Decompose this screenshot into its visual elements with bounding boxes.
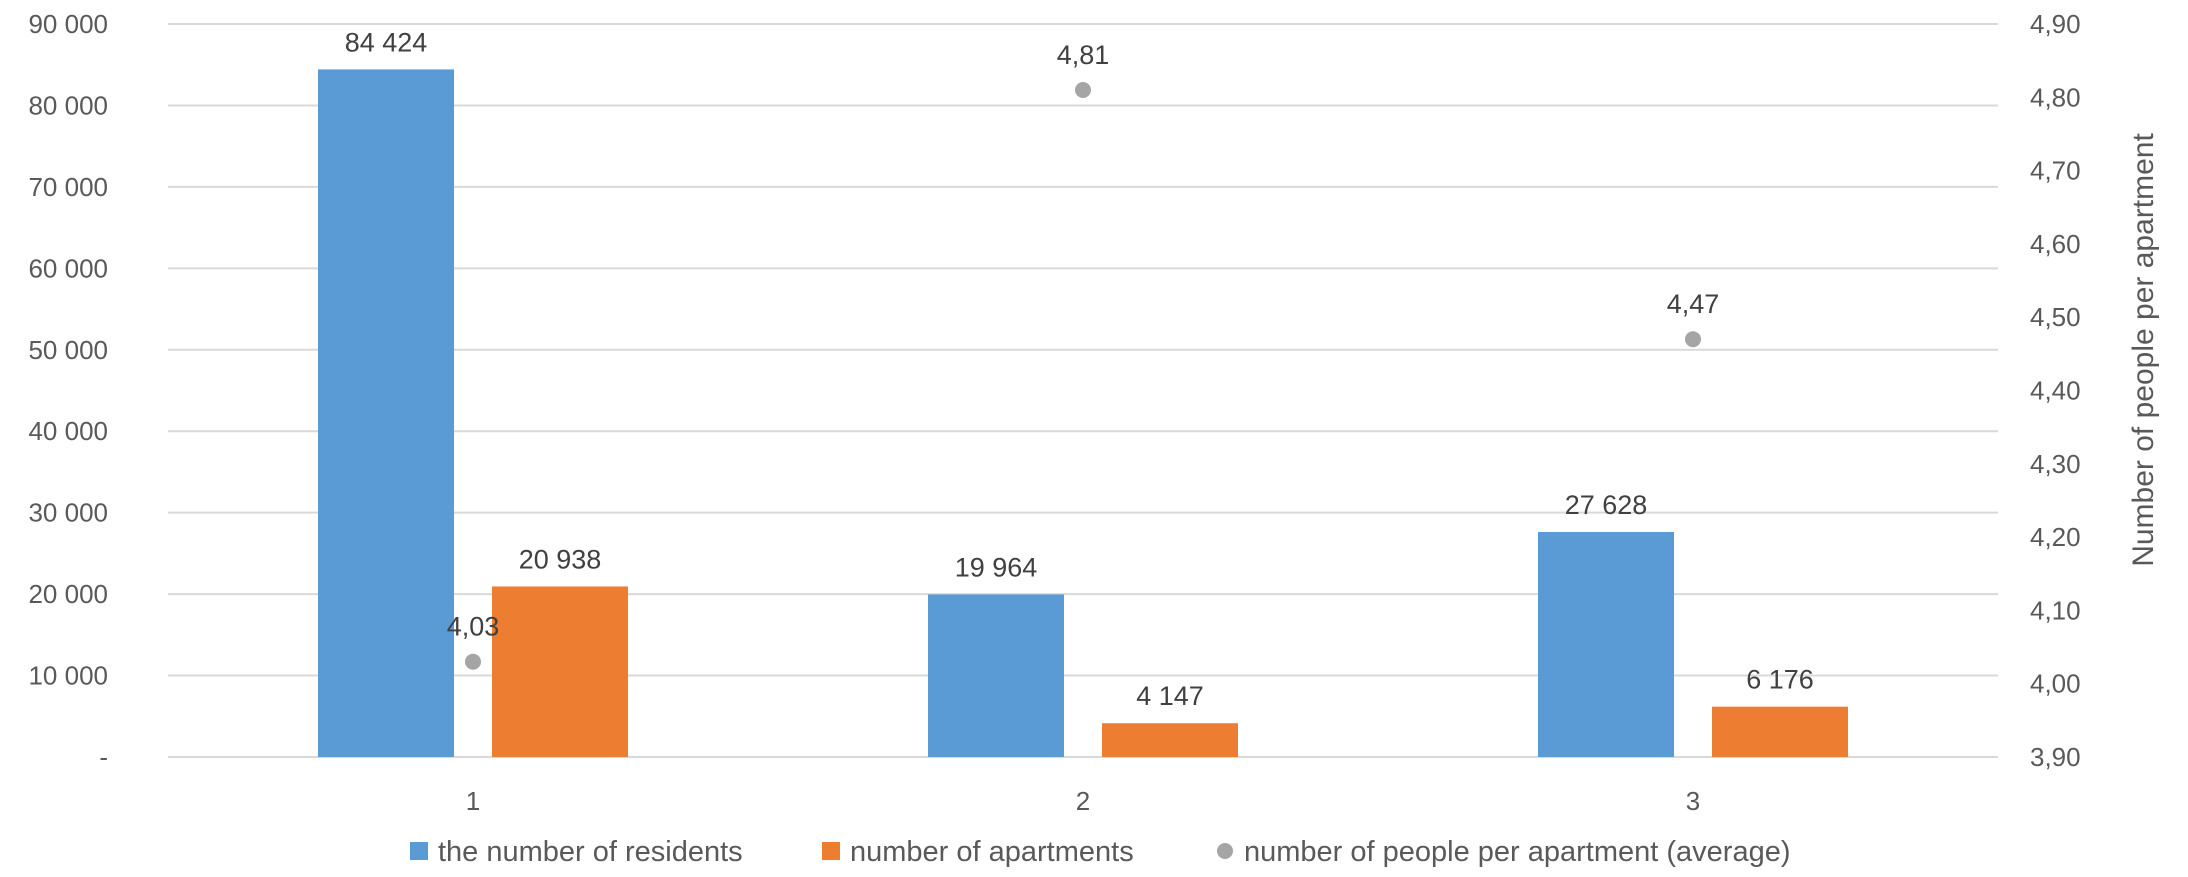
x-tick-label: 3 xyxy=(1686,786,1700,816)
bar-data-label: 27 628 xyxy=(1565,490,1648,520)
bars xyxy=(318,69,1848,757)
left-tick-label: 10 000 xyxy=(28,661,108,691)
left-tick-label: 40 000 xyxy=(28,416,108,446)
bar-data-label: 6 176 xyxy=(1746,665,1814,695)
scatter-point xyxy=(465,653,481,670)
right-tick-label: 4,00 xyxy=(2030,669,2081,699)
right-tick-label: 4,20 xyxy=(2030,522,2081,552)
bar-data-label: 19 964 xyxy=(955,552,1038,582)
right-tick-label: 4,90 xyxy=(2030,9,2081,39)
right-tick-label: 4,50 xyxy=(2030,302,2081,332)
x-tick-label: 2 xyxy=(1076,786,1090,816)
right-tick-label: 4,10 xyxy=(2030,595,2081,625)
legend-swatch xyxy=(822,842,840,860)
point-data-label: 4,03 xyxy=(447,612,500,642)
legend: the number of residents number of apartme… xyxy=(410,836,1790,868)
left-tick-label: 70 000 xyxy=(28,172,108,202)
left-tick-label: 60 000 xyxy=(28,253,108,283)
x-tick-label: 1 xyxy=(466,786,480,816)
right-tick-label: 4,80 xyxy=(2030,82,2081,112)
left-tick-label: - xyxy=(99,742,108,772)
right-tick-label: 4,60 xyxy=(2030,229,2081,259)
bar xyxy=(492,586,628,757)
right-tick-label: 4,70 xyxy=(2030,156,2081,186)
left-tick-label: 20 000 xyxy=(28,579,108,609)
bar-data-label: 20 938 xyxy=(519,544,602,574)
right-tick-label: 4,30 xyxy=(2030,449,2081,479)
x-axis: 1 2 3 xyxy=(466,786,1700,816)
left-tick-label: 90 000 xyxy=(28,9,108,39)
scatter-point xyxy=(1685,331,1701,348)
bar xyxy=(1712,706,1848,757)
right-y-axis: 3,90 4,00 4,10 4,20 4,30 4,40 4,50 4,60 4,70 4,80… xyxy=(2030,9,2081,772)
point-data-label: 4,47 xyxy=(1667,289,1720,319)
bar xyxy=(1102,723,1238,757)
legend-marker xyxy=(1217,843,1233,859)
right-tick-label: 4,40 xyxy=(2030,376,2081,406)
legend-label: number of people per apartment (average) xyxy=(1244,836,1790,868)
bar-data-label: 4 147 xyxy=(1136,681,1204,711)
right-axis-title: Number of people per apartment xyxy=(2127,133,2160,567)
point-data-label: 4,81 xyxy=(1057,40,1110,70)
bar-data-label: 84 424 xyxy=(345,27,428,57)
right-tick-label: 3,90 xyxy=(2030,742,2081,772)
data-labels: 84 424 20 938 19 964 4 147 27 628 6 176 4,03 4,… xyxy=(345,27,1814,711)
bar xyxy=(1538,531,1674,757)
legend-swatch xyxy=(410,842,428,860)
left-y-axis: - 10 000 20 000 30 000 40 000 50 000 60 000 70 … xyxy=(28,9,108,772)
scatter-points xyxy=(465,81,1701,670)
scatter-point xyxy=(1075,81,1091,98)
bar xyxy=(318,69,454,757)
left-tick-label: 30 000 xyxy=(28,498,108,528)
legend-label: number of apartments xyxy=(850,836,1134,868)
left-tick-label: 50 000 xyxy=(28,335,108,365)
gridlines xyxy=(168,23,1998,758)
left-tick-label: 80 000 xyxy=(28,90,108,120)
legend-label: the number of residents xyxy=(438,836,743,868)
bar xyxy=(928,594,1064,757)
